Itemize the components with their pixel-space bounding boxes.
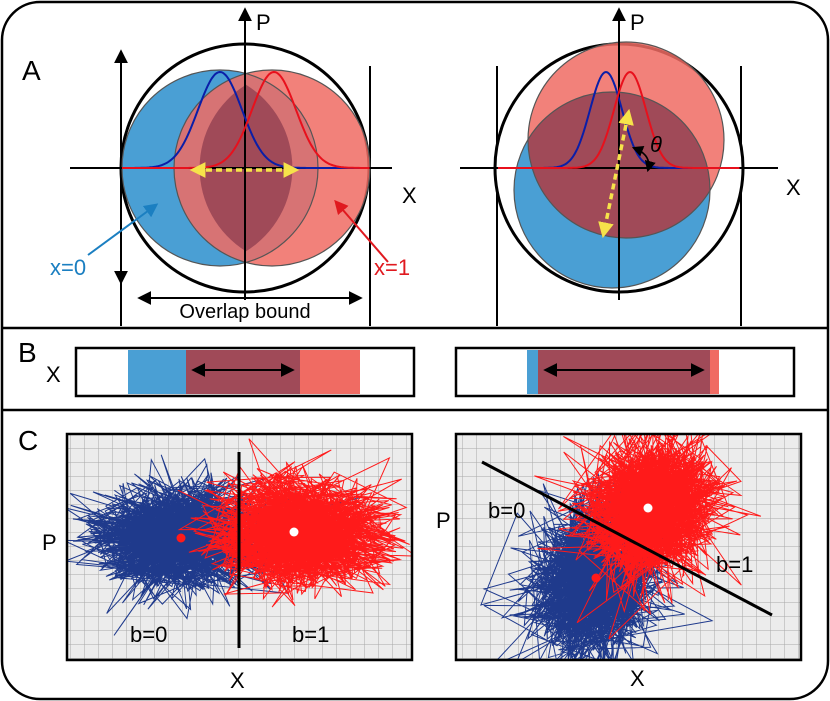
projection-red-right [710, 350, 719, 394]
plot-frame [454, 432, 803, 662]
projection-red-left [300, 350, 360, 394]
panel-label-a: A [22, 55, 41, 86]
p-axis-label: P [42, 530, 57, 555]
x-axis-label: X [46, 362, 61, 387]
decision-boundary [481, 460, 773, 617]
wavefunction-red [498, 70, 740, 169]
centroid-blue [591, 573, 601, 583]
plot-frame [65, 432, 414, 662]
wavefunction-red [122, 70, 370, 169]
region-label-1: b=1 [716, 552, 753, 577]
p-axis-label: P [256, 10, 271, 35]
panel-label-c: C [18, 425, 38, 456]
pointer-blue [87, 203, 159, 256]
panel-label-b: B [18, 337, 37, 368]
p-axis-label: P [630, 10, 645, 35]
centroid-red [289, 527, 299, 537]
projection-overlap-left [186, 350, 300, 394]
x-axis-label: X [786, 175, 801, 200]
panel-b: X [46, 346, 796, 398]
overlap-bound-label: Overlap bound [179, 301, 310, 323]
angle-label: θ [650, 132, 662, 157]
p-axis-label: P [436, 508, 451, 533]
panel-c-right: b=0 b=1 P X [436, 432, 803, 691]
region-label-0: b=0 [488, 498, 525, 523]
pointer-red [334, 199, 389, 263]
state-label-blue: x=0 [50, 255, 86, 280]
scatter-blue [67, 454, 363, 636]
projection-overlap-right [538, 350, 710, 394]
scatter-red [534, 434, 762, 640]
wavefunction-blue [122, 70, 370, 169]
panel-c-left: b=0 b=1 P X [42, 432, 414, 693]
scatter-red [177, 438, 412, 608]
centroid-red [643, 503, 653, 513]
x-axis-label: X [402, 183, 417, 208]
projection-blue-left [128, 350, 186, 394]
state-label-red: x=1 [374, 255, 410, 280]
panel-a-left: x=0 x=1 P X Overlap bound [50, 7, 417, 326]
region-label-0: b=0 [130, 622, 167, 647]
x-axis-label: X [630, 666, 645, 691]
region-label-1: b=1 [292, 622, 329, 647]
centroid-blue [176, 533, 186, 543]
scatter-blue [480, 457, 714, 660]
x-axis-label: X [230, 668, 245, 693]
panel-a-right: θ P X [460, 7, 801, 326]
projection-blue-right [527, 350, 538, 394]
angle-arc [631, 146, 656, 173]
